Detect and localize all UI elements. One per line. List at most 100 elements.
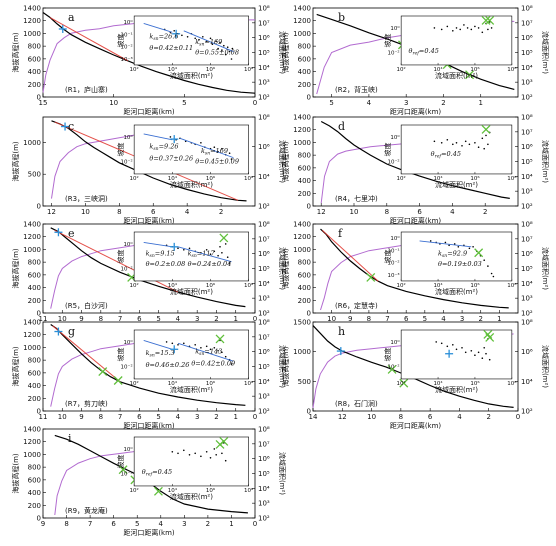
y2-tick-label: 10⁵: [521, 265, 533, 273]
y-tick-label: 0: [37, 408, 41, 416]
y2-tick-label: 10⁷: [258, 440, 270, 448]
inset-data-point: [213, 448, 216, 450]
y-axis-label: 海拔高程(m): [281, 32, 290, 73]
inset-y-tick-label: 10⁻²: [121, 44, 133, 51]
y-tick-label: 1200: [293, 17, 311, 25]
inset-annotation: θref=0.45: [409, 47, 439, 57]
inset-fit-line: [143, 339, 173, 350]
inset-data-point: [490, 27, 493, 29]
y2-tick-label: 10⁷: [258, 235, 270, 243]
inset-data-point: [211, 43, 214, 45]
inset-x-tick-label: 10⁶: [470, 175, 480, 182]
x-tick-label: 8: [399, 413, 403, 421]
x-tick-label: 12: [338, 413, 347, 421]
inset-data-point: [487, 143, 489, 146]
inset-x-tick-label: 10⁸: [507, 282, 517, 289]
x-tick-label: 0: [253, 413, 257, 421]
fit-segment: [54, 229, 179, 293]
inset-data-point: [452, 30, 454, 32]
knickpoint-marker: [153, 486, 163, 496]
inset-marker: [481, 124, 491, 134]
inset-x-tick-label: 10⁸: [244, 380, 254, 387]
inset-annotation: θ=0.19±0.03: [438, 260, 482, 268]
panel-letter: h: [338, 325, 345, 338]
inset-data-point: [228, 262, 231, 264]
inset-marker-b: [215, 334, 225, 344]
y2-tick-label: 10⁸: [521, 319, 533, 327]
y2-tick-label: 10⁷: [258, 333, 270, 341]
x-tick-label: 12: [47, 208, 56, 216]
y-tick-label: 1000: [293, 348, 311, 356]
inset-data-point: [228, 152, 231, 154]
y-tick-label: 0: [307, 203, 311, 211]
inset-data-point: [433, 27, 436, 29]
y2-axis-label: 流域面积(m²): [278, 31, 287, 74]
y-tick-label: 200: [298, 297, 311, 305]
inset-x-tick-label: 10⁶: [470, 282, 480, 289]
y-tick-label: 1400: [293, 114, 311, 122]
y-axis-label: 海拔高程(m): [11, 32, 20, 73]
inset-annotation: θ=0.2±0.08: [146, 260, 186, 268]
inset-a: 10² 10⁴ 10⁶ 10⁸ 10⁻³ 10⁻² 10⁻¹ 10⁰ 流域面积(m²) 坡度 ksn…: [116, 15, 254, 80]
inset-c: 10² 10⁴ 10⁶ 10⁸ 10⁻² 10⁰ 流域面积(m²) 坡度 ksn=9.26 θ=0…: [116, 124, 254, 189]
x-tick-label: 5: [156, 413, 160, 421]
inset-data-point: [213, 347, 216, 349]
inset-data-point: [477, 351, 480, 354]
x-tick-label: 6: [404, 315, 409, 323]
panel-letter: b: [338, 11, 345, 24]
inset-data-point: [209, 457, 212, 459]
knickpoint-marker: [113, 376, 123, 385]
inset-annotation: θ=0.24±0.04: [188, 260, 232, 268]
x-tick-label: 9: [41, 520, 45, 528]
inset-data-point: [165, 341, 168, 343]
inset-b: 10² 10⁴ 10⁶ 10⁸ 10⁻² 10⁰ 流域面积(m²) 坡度 θref=0.45: [383, 15, 517, 80]
panel-b: 5 4 3 2 1020040060080010001200140010²10³10⁴1…: [281, 5, 550, 117]
x-axis-label: 距河口距离(km): [390, 107, 442, 116]
inset-data-point: [188, 247, 191, 250]
x-tick-label: 7: [118, 413, 122, 421]
inset-data-point: [472, 246, 474, 248]
x-tick-label: 9: [348, 315, 352, 323]
panel-letter: e: [68, 227, 75, 240]
inset-data-point: [200, 142, 202, 144]
y-tick-label: 500: [28, 171, 41, 179]
y2-axis-label: 流域面积(m²): [541, 247, 550, 290]
y2-tick-label: 10⁸: [258, 5, 270, 13]
inset-data-point: [461, 347, 463, 349]
inset-y-tick-label: 10⁻³: [388, 272, 400, 279]
x-tick-label: 3: [404, 99, 408, 107]
panel-letter: f: [338, 227, 343, 240]
x-tick-label: 1: [233, 413, 237, 421]
river-label: (R8，石门涧): [335, 399, 378, 408]
river-profile: [320, 228, 509, 309]
inset-data-point: [470, 28, 473, 31]
inset-h: 10² 10⁴ 10⁶ 10⁸ 10⁻² 10⁰ 流域面积(m²) 坡度: [383, 329, 517, 394]
y-axis-label: 海拔高程(m): [281, 141, 290, 182]
x-tick-label: 2: [483, 208, 487, 216]
inset-data-point: [474, 25, 476, 28]
y-tick-label: 600: [28, 271, 41, 279]
y-tick-label: 1000: [23, 30, 41, 38]
x-tick-label: 6: [137, 315, 142, 323]
inset-y-tick-label: 10⁰: [390, 134, 400, 141]
inset-x-tick-label: 10⁴: [168, 487, 178, 494]
y-tick-label: 1000: [293, 30, 311, 38]
x-tick-label: 0: [516, 413, 520, 421]
y2-tick-label: 10⁸: [258, 114, 270, 122]
panel-letter: c: [68, 120, 74, 133]
y-tick-label: 400: [28, 489, 41, 497]
y2-tick-label: 10²: [521, 310, 533, 318]
knickpoint-marker-b: [113, 376, 123, 385]
y2-tick-label: 10²: [521, 203, 533, 211]
inset-data-point: [453, 243, 456, 245]
inset-y-label: 坡度: [116, 347, 125, 361]
inset-data-point: [226, 256, 229, 259]
inset-fit-line: [419, 240, 472, 248]
x-tick-label: 9: [79, 315, 83, 323]
inset-data-point: [224, 355, 227, 358]
inset-data-point: [461, 145, 463, 147]
inset-data-point: [440, 28, 443, 31]
inset-data-point: [205, 249, 208, 251]
inset-y-tick-label: 10⁻¹: [121, 31, 133, 38]
y-tick-label: 1400: [23, 221, 41, 229]
